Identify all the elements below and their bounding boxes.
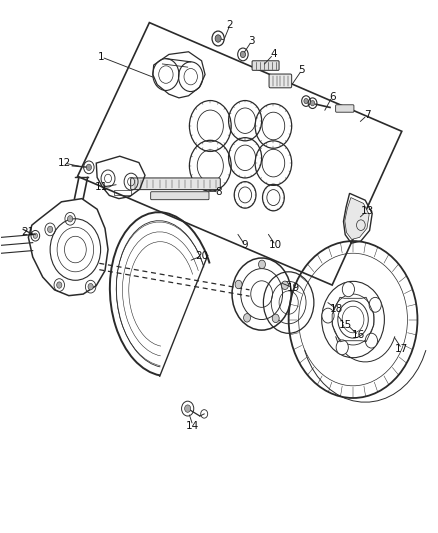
Text: 9: 9 bbox=[242, 240, 248, 251]
Text: 7: 7 bbox=[364, 110, 370, 120]
Text: 18: 18 bbox=[330, 304, 343, 314]
FancyBboxPatch shape bbox=[336, 105, 354, 112]
FancyBboxPatch shape bbox=[151, 192, 209, 200]
Text: 5: 5 bbox=[298, 66, 305, 75]
Text: 14: 14 bbox=[186, 421, 200, 431]
Circle shape bbox=[272, 314, 279, 322]
Circle shape bbox=[311, 101, 315, 106]
Text: 11: 11 bbox=[95, 182, 108, 192]
Text: 16: 16 bbox=[352, 330, 365, 341]
FancyBboxPatch shape bbox=[269, 74, 292, 88]
Circle shape bbox=[47, 226, 53, 232]
Text: 10: 10 bbox=[269, 240, 282, 251]
FancyBboxPatch shape bbox=[131, 178, 220, 190]
Text: 21: 21 bbox=[21, 227, 34, 237]
Text: 8: 8 bbox=[215, 187, 223, 197]
Circle shape bbox=[369, 297, 381, 312]
Circle shape bbox=[185, 405, 191, 413]
Circle shape bbox=[322, 308, 334, 323]
Text: 17: 17 bbox=[395, 344, 408, 354]
Polygon shape bbox=[345, 198, 369, 239]
Circle shape bbox=[67, 216, 73, 222]
Circle shape bbox=[88, 284, 93, 290]
Text: 2: 2 bbox=[226, 20, 233, 30]
Text: 1: 1 bbox=[98, 52, 105, 62]
Text: 19: 19 bbox=[286, 282, 300, 293]
Text: 15: 15 bbox=[339, 320, 352, 330]
Circle shape bbox=[365, 333, 378, 348]
Bar bbox=[114, 190, 131, 196]
Circle shape bbox=[240, 51, 246, 58]
FancyBboxPatch shape bbox=[252, 61, 279, 70]
Circle shape bbox=[244, 313, 251, 322]
Circle shape bbox=[258, 260, 265, 269]
Circle shape bbox=[86, 164, 92, 171]
Text: 3: 3 bbox=[248, 36, 255, 46]
Circle shape bbox=[342, 282, 354, 297]
Circle shape bbox=[235, 280, 242, 289]
Circle shape bbox=[336, 340, 348, 355]
Circle shape bbox=[33, 233, 38, 238]
Text: 20: 20 bbox=[195, 251, 208, 261]
Text: 12: 12 bbox=[58, 158, 71, 168]
Text: 6: 6 bbox=[329, 92, 336, 102]
Circle shape bbox=[57, 282, 62, 288]
Text: 13: 13 bbox=[360, 206, 374, 216]
Circle shape bbox=[215, 35, 221, 42]
Circle shape bbox=[282, 281, 288, 289]
Circle shape bbox=[304, 99, 308, 104]
Text: 4: 4 bbox=[270, 50, 277, 59]
